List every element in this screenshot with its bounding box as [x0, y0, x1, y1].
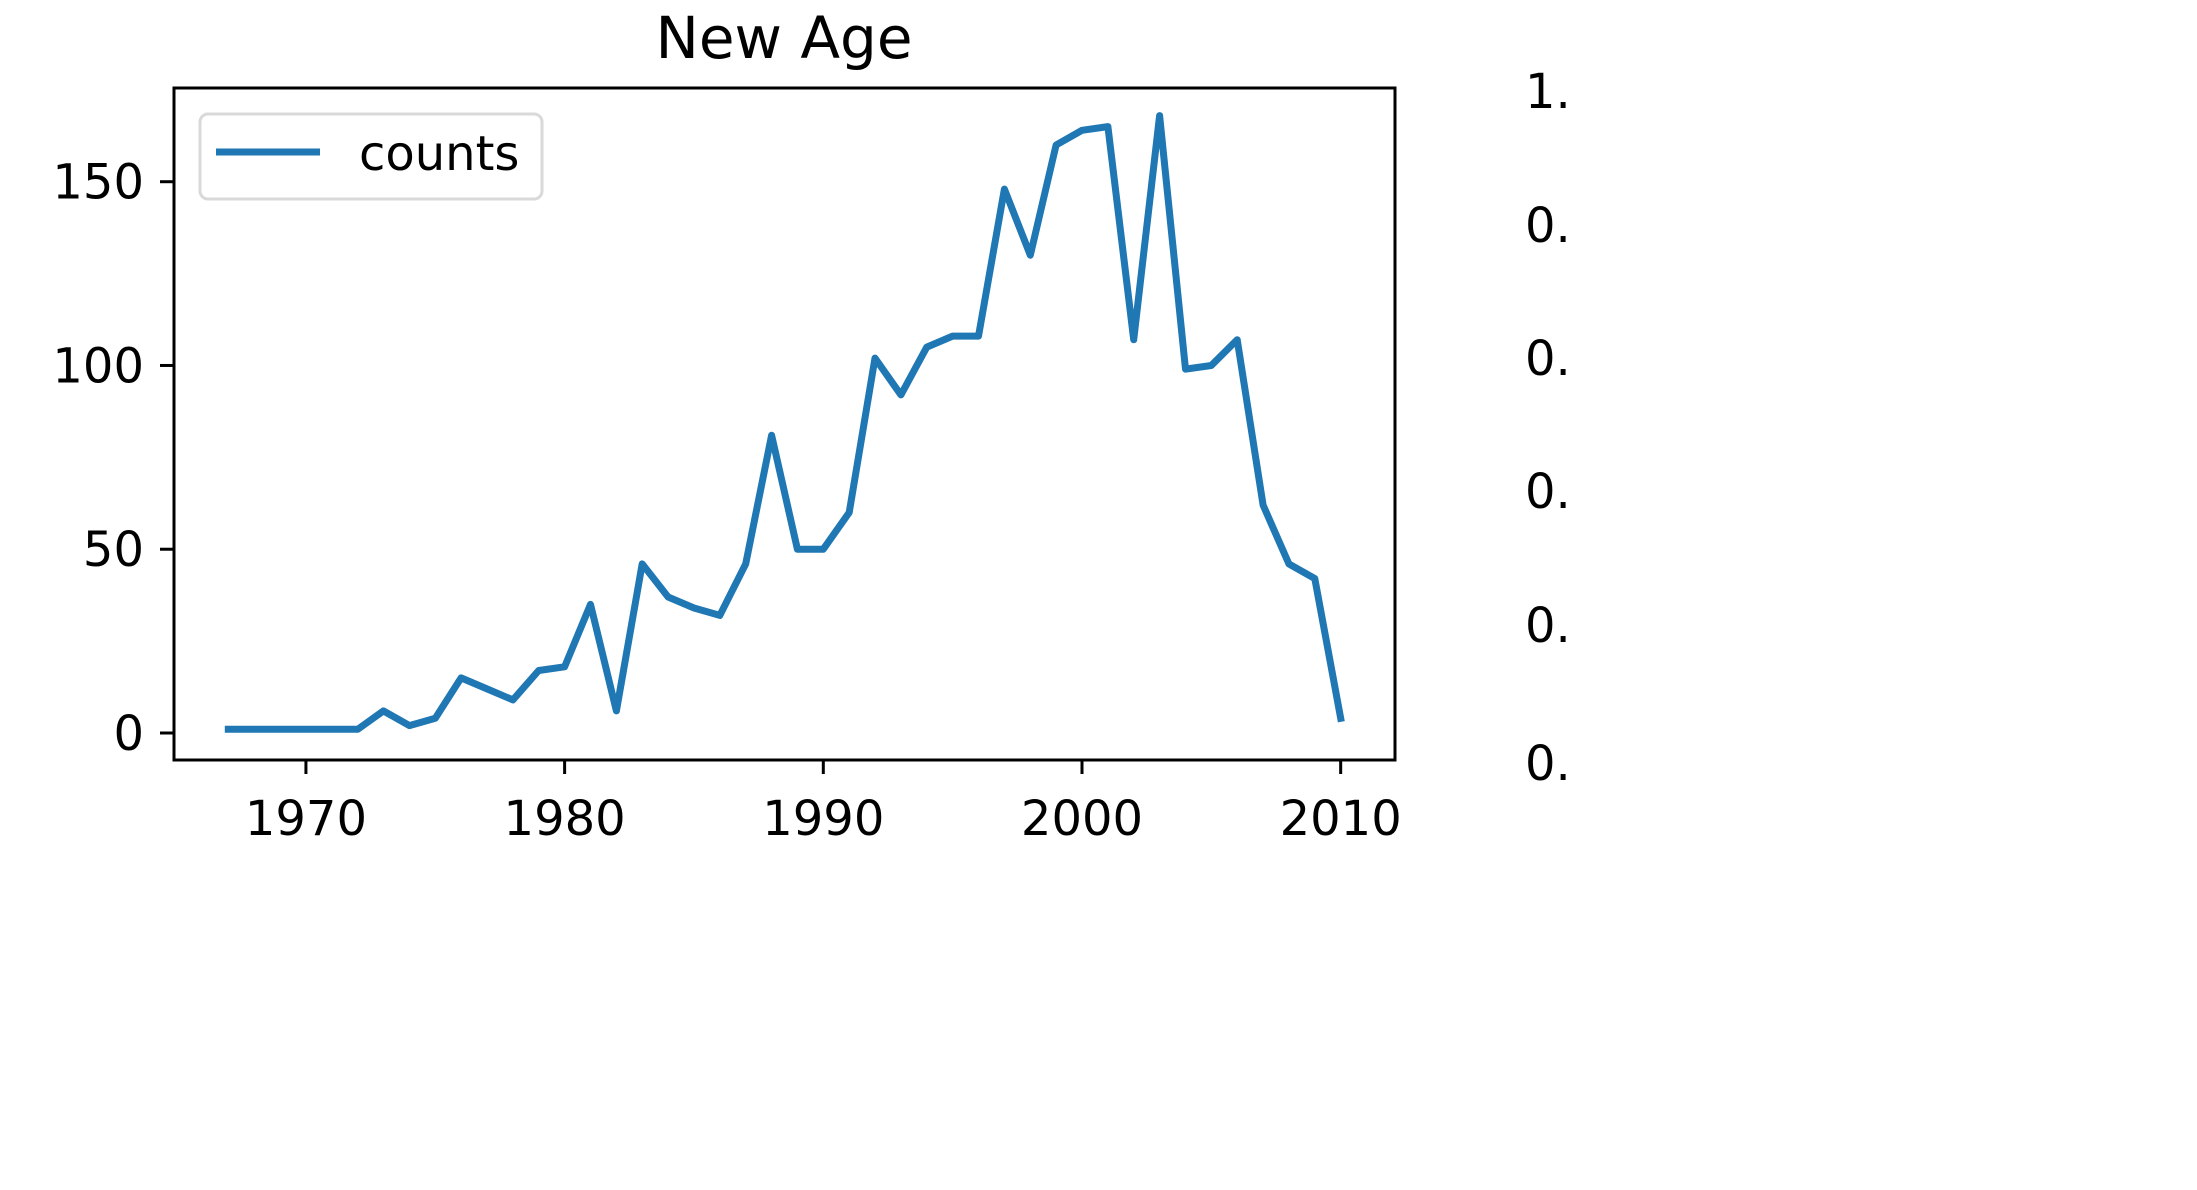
- y-tick-label: 100: [52, 338, 144, 394]
- series-line-counts: [224, 112, 1345, 733]
- right-y-tick-label: 0.: [1525, 464, 1571, 520]
- y-tick-label: 0: [113, 706, 144, 762]
- chart-title: New Age: [655, 4, 912, 72]
- x-tick-label: 2010: [1280, 791, 1402, 847]
- right-y-tick-label: 0.: [1525, 598, 1571, 654]
- legend-box: [198, 112, 544, 201]
- x-tick-label: 2000: [1021, 791, 1143, 847]
- x-tick-label: 1980: [504, 791, 626, 847]
- y-tick-label: 50: [83, 522, 144, 578]
- right-y-tick-label: 0.: [1525, 198, 1571, 254]
- y-tick-label: 150: [52, 155, 144, 211]
- x-tick-label: 1970: [245, 791, 367, 847]
- right-y-tick-label: 1.: [1525, 64, 1571, 120]
- second-chart-y-tick-labels: 1. 0. 0. 0. 0. 0.: [1525, 64, 1571, 792]
- x-tick-label: 1990: [762, 791, 884, 847]
- plot-area-frame: [172, 86, 1397, 762]
- x-axis-ticks: 1970 1980 1990 2000 2010: [245, 760, 1402, 847]
- right-y-tick-label: 0.: [1525, 736, 1571, 792]
- right-y-tick-label: 0.: [1525, 331, 1571, 387]
- legend: counts: [198, 112, 544, 201]
- y-axis-ticks: 0 50 100 150: [52, 155, 174, 762]
- legend-label-counts: counts: [359, 126, 519, 182]
